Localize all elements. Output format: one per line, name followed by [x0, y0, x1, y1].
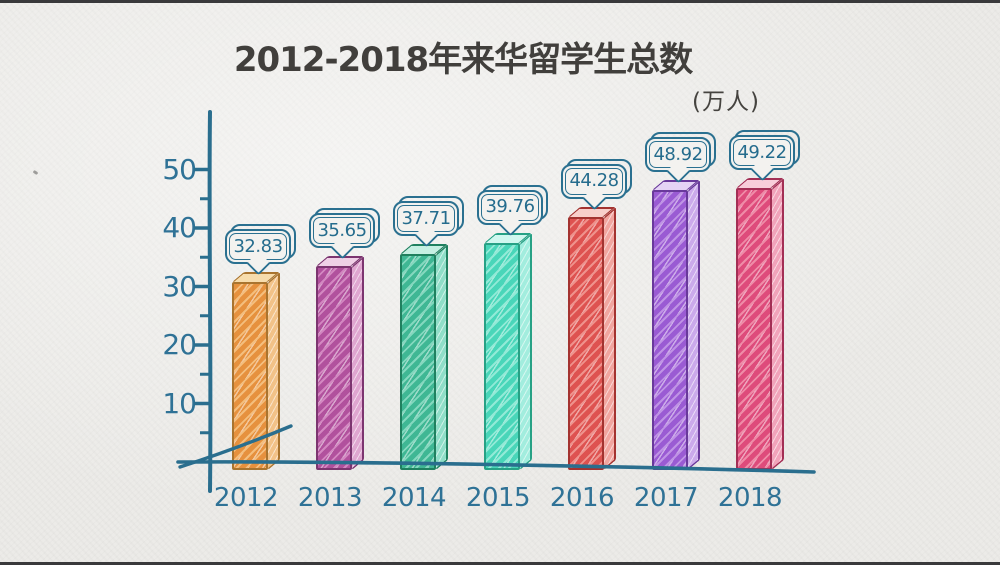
callout-value-text: 35.65 — [317, 219, 367, 241]
bar-2012-side-face — [268, 272, 280, 470]
value-callout-2013: 35.65 — [309, 208, 380, 260]
y-axis-label-10: 10 — [162, 386, 197, 420]
bar-2012-front-face — [232, 282, 268, 470]
unit-label: (万人) — [692, 89, 760, 115]
bar-2015-side-face — [520, 232, 532, 470]
bottom-edge-strip — [0, 562, 1000, 565]
paper-speck — [32, 169, 39, 176]
y-axis-label-30: 30 — [162, 269, 197, 303]
y-axis-line — [207, 110, 213, 493]
y-axis-label-40: 40 — [162, 211, 197, 244]
callout-value-text: 49.22 — [737, 141, 787, 163]
y-axis-label-20: 20 — [162, 328, 197, 361]
callout-body: 32.83 — [225, 229, 291, 265]
top-edge-strip — [0, 0, 1000, 3]
value-callout-2012: 32.83 — [225, 224, 296, 276]
x-axis-label-2016: 2016 — [549, 483, 615, 513]
value-callout-2017: 48.92 — [645, 132, 716, 184]
x-axis-label-2015: 2015 — [465, 483, 531, 513]
bar-2016-front-face — [568, 216, 604, 470]
bar-2013-front-face — [316, 266, 352, 470]
callout-value-text: 37.71 — [401, 207, 451, 229]
bar-2014-side-face — [436, 244, 448, 470]
bar-2016-side-face — [604, 206, 616, 470]
value-callout-2015: 39.76 — [477, 184, 548, 237]
x-axis-label-2012: 2012 — [213, 483, 279, 513]
x-axis-label-2018: 2018 — [717, 483, 783, 513]
y-axis-label-50: 50 — [162, 152, 197, 186]
bar-2017-side-face — [688, 180, 700, 470]
bar-2013-side-face — [352, 256, 364, 470]
bar-2018-side-face — [772, 178, 784, 470]
callout-value-text: 44.28 — [569, 170, 619, 192]
bar-2017-front-face — [652, 190, 688, 470]
callout-value-text: 39.76 — [485, 196, 535, 218]
callout-value-text: 32.83 — [233, 235, 283, 257]
chart-title: 2012-2018年来华留学生总数 — [233, 40, 693, 80]
bar-2015-front-face — [484, 242, 520, 470]
value-callout-2016: 44.28 — [561, 158, 632, 211]
callout-value-text: 48.92 — [653, 143, 703, 165]
x-axis-label-2017: 2017 — [633, 483, 699, 513]
bar-2014-front-face — [400, 254, 436, 470]
x-axis-label-2014: 2014 — [381, 483, 447, 513]
bar-2018-front-face — [736, 188, 772, 470]
value-callout-2014: 37.71 — [393, 196, 464, 248]
x-axis-label-2013: 2013 — [297, 483, 363, 513]
value-callout-2018: 49.22 — [729, 130, 800, 182]
